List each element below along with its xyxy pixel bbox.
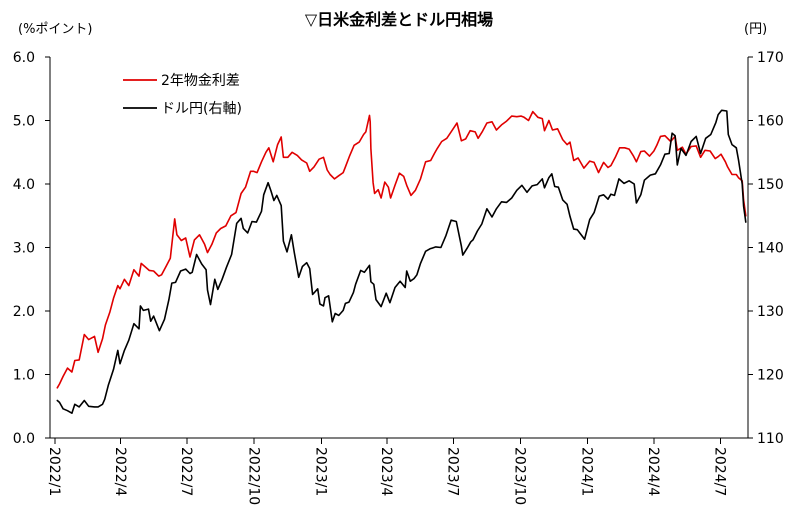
x-axis-tick-label: 2023/4 (378, 447, 394, 496)
x-axis-tick-label: 2024/7 (711, 447, 727, 496)
x-axis-tick-label: 2023/7 (444, 447, 460, 496)
rate-spread-line (56, 110, 747, 389)
chart-title: ▽日米金利差とドル円相場 (305, 10, 493, 29)
usd-jpy-line (56, 109, 747, 414)
x-axis-tick-label: 2022/4 (112, 447, 128, 496)
x-axis-tick-label: 2024/4 (645, 447, 661, 496)
x-axis-tick-label: 2022/1 (46, 447, 62, 496)
x-axis-ticks: 2022/1 2022/4 2022/7 2022/10 2023/1 2023/4 202… (46, 438, 727, 505)
series-layer (56, 109, 747, 414)
x-axis-tick-label: 2023/1 (312, 447, 328, 496)
left-axis-tick-label: 2.0 (13, 304, 35, 320)
right-axis-tick-label: 130 (757, 304, 784, 320)
x-axis-tick-label: 2023/10 (512, 447, 528, 505)
right-axis-tick-label: 150 (757, 177, 784, 193)
left-axis-unit-label: (%ポイント) (18, 22, 93, 37)
right-axis-tick-label: 170 (757, 50, 784, 66)
left-axis-ticks: 0.0 1.0 2.0 3.0 4.0 5.0 6.0 (13, 50, 50, 447)
right-axis-unit-label: (円) (744, 22, 767, 37)
left-axis-tick-label: 4.0 (13, 177, 35, 193)
legend: 2年物金利差 ドル円(右軸) (123, 73, 242, 117)
legend-label-usd-jpy: ドル円(右軸) (161, 101, 242, 117)
legend-label-rate-spread: 2年物金利差 (161, 73, 240, 89)
right-axis-tick-label: 110 (757, 431, 784, 447)
left-axis-tick-label: 3.0 (13, 240, 35, 256)
right-axis-tick-label: 160 (757, 113, 784, 129)
left-axis-tick-label: 0.0 (13, 431, 35, 447)
left-axis-tick-label: 5.0 (13, 113, 35, 129)
right-axis-ticks: 110 120 130 140 150 160 170 (748, 50, 784, 447)
x-axis-tick-label: 2022/7 (178, 447, 194, 496)
left-axis-tick-label: 6.0 (13, 50, 35, 66)
x-axis-tick-label: 2024/1 (579, 447, 595, 496)
axes (49, 57, 749, 439)
x-axis-tick-label: 2022/10 (245, 447, 261, 505)
right-axis-tick-label: 120 (757, 367, 784, 383)
left-axis-tick-label: 1.0 (13, 367, 35, 383)
right-axis-tick-label: 140 (757, 240, 784, 256)
